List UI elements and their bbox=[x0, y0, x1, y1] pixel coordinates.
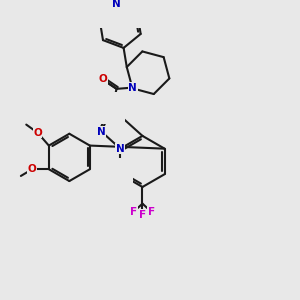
Text: N: N bbox=[128, 83, 137, 93]
Text: F: F bbox=[148, 207, 154, 217]
Text: F: F bbox=[139, 210, 146, 220]
Text: O: O bbox=[33, 128, 42, 138]
Text: O: O bbox=[98, 74, 107, 85]
Text: O: O bbox=[28, 164, 37, 174]
Text: N: N bbox=[112, 0, 121, 9]
Text: F: F bbox=[130, 207, 137, 217]
Text: N: N bbox=[97, 127, 106, 136]
Text: N: N bbox=[116, 169, 125, 179]
Text: N: N bbox=[107, 103, 116, 113]
Text: N: N bbox=[116, 144, 125, 154]
Text: N: N bbox=[129, 82, 138, 92]
